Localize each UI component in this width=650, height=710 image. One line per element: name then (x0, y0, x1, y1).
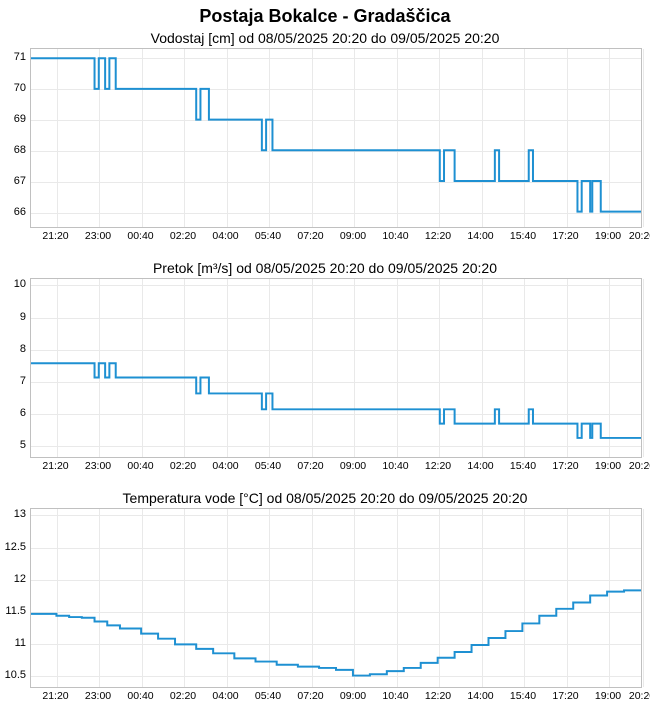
y-tick-label: 70 (0, 82, 26, 94)
gridline-v (643, 49, 644, 227)
x-tick-label: 15:40 (510, 690, 536, 702)
x-tick-label: 00:40 (127, 690, 153, 702)
y-tick-label: 8 (0, 343, 26, 355)
x-tick-label: 02:20 (170, 230, 196, 242)
gridline-v (643, 279, 644, 457)
y-tick-label: 5 (0, 439, 26, 451)
x-tick-label: 21:20 (42, 230, 68, 242)
x-tick-label: 10:40 (382, 230, 408, 242)
x-tick-label: 17:20 (552, 460, 578, 472)
x-tick-label: 19:00 (595, 690, 621, 702)
x-tick-label: 14:00 (467, 460, 493, 472)
series-line (31, 279, 641, 457)
x-tick-label: 00:40 (127, 460, 153, 472)
y-tick-label: 67 (0, 175, 26, 187)
y-tick-label: 69 (0, 113, 26, 125)
x-tick-label: 05:40 (255, 460, 281, 472)
x-tick-label: 20:20 (629, 460, 650, 472)
x-tick-label: 05:40 (255, 230, 281, 242)
y-tick-label: 10.5 (0, 669, 26, 681)
plot-area (30, 48, 642, 228)
y-tick-label: 11.5 (0, 605, 26, 617)
plot-area (30, 508, 642, 688)
y-tick-label: 12.5 (0, 541, 26, 553)
x-tick-label: 07:20 (297, 690, 323, 702)
x-tick-label: 07:20 (297, 460, 323, 472)
y-tick-label: 10 (0, 278, 26, 290)
y-tick-label: 11 (0, 637, 26, 649)
panel-title: Vodostaj [cm] od 08/05/2025 20:20 do 09/… (0, 30, 650, 46)
x-tick-label: 12:20 (425, 230, 451, 242)
y-tick-label: 12 (0, 573, 26, 585)
x-tick-label: 23:00 (85, 690, 111, 702)
x-tick-label: 09:00 (340, 460, 366, 472)
x-tick-label: 07:20 (297, 230, 323, 242)
x-tick-label: 02:20 (170, 690, 196, 702)
page-root: { "main_title": "Postaja Bokalce - Grada… (0, 0, 650, 710)
panel-title: Temperatura vode [°C] od 08/05/2025 20:2… (0, 490, 650, 506)
x-tick-label: 19:00 (595, 230, 621, 242)
x-tick-label: 04:00 (212, 690, 238, 702)
y-tick-label: 66 (0, 206, 26, 218)
x-tick-label: 12:20 (425, 690, 451, 702)
x-tick-label: 09:00 (340, 690, 366, 702)
x-tick-label: 10:40 (382, 690, 408, 702)
x-tick-label: 02:20 (170, 460, 196, 472)
x-tick-label: 21:20 (42, 690, 68, 702)
x-tick-label: 04:00 (212, 230, 238, 242)
y-tick-label: 68 (0, 144, 26, 156)
plot-area (30, 278, 642, 458)
gridline-v (643, 509, 644, 687)
x-tick-label: 10:40 (382, 460, 408, 472)
x-tick-label: 09:00 (340, 230, 366, 242)
series-line (31, 49, 641, 227)
x-tick-label: 20:20 (629, 690, 650, 702)
x-tick-label: 17:20 (552, 690, 578, 702)
x-tick-label: 14:00 (467, 690, 493, 702)
x-tick-label: 23:00 (85, 230, 111, 242)
y-tick-label: 6 (0, 407, 26, 419)
x-tick-label: 12:20 (425, 460, 451, 472)
series-line (31, 509, 641, 687)
y-tick-label: 71 (0, 51, 26, 63)
y-tick-label: 7 (0, 375, 26, 387)
x-tick-label: 23:00 (85, 460, 111, 472)
panel-title: Pretok [m³/s] od 08/05/2025 20:20 do 09/… (0, 260, 650, 276)
x-tick-label: 14:00 (467, 230, 493, 242)
main-title: Postaja Bokalce - Gradaščica (0, 6, 650, 27)
y-tick-label: 9 (0, 311, 26, 323)
x-tick-label: 05:40 (255, 690, 281, 702)
x-tick-label: 15:40 (510, 230, 536, 242)
x-tick-label: 04:00 (212, 460, 238, 472)
x-tick-label: 00:40 (127, 230, 153, 242)
x-tick-label: 21:20 (42, 460, 68, 472)
x-tick-label: 17:20 (552, 230, 578, 242)
x-tick-label: 20:20 (629, 230, 650, 242)
y-tick-label: 13 (0, 508, 26, 520)
x-tick-label: 15:40 (510, 460, 536, 472)
x-tick-label: 19:00 (595, 460, 621, 472)
